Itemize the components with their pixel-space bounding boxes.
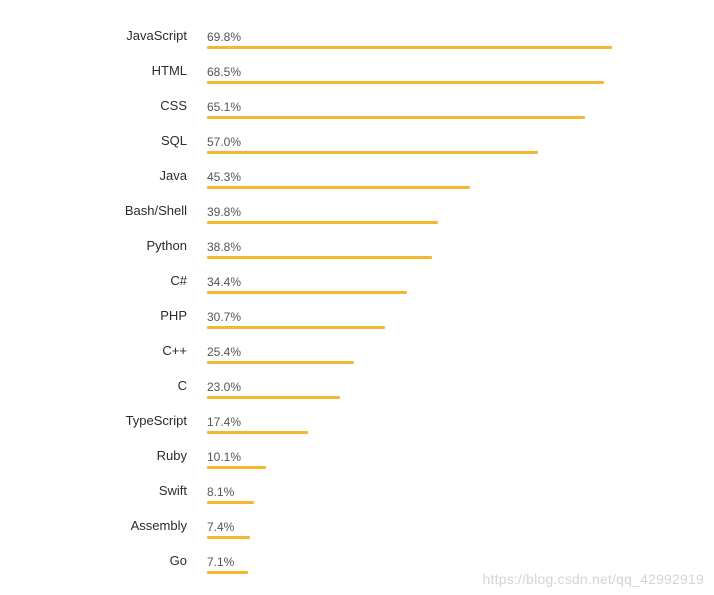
- bar: [207, 431, 308, 434]
- value-label: 57.0%: [207, 135, 242, 149]
- value-label: 25.4%: [207, 345, 242, 359]
- category-label: Ruby: [156, 448, 187, 463]
- bar: [207, 501, 254, 504]
- bar: [207, 291, 407, 294]
- category-label: Python: [146, 238, 187, 253]
- category-label: HTML: [151, 63, 187, 78]
- bar: [207, 256, 432, 259]
- bar: [207, 46, 612, 49]
- bar: [207, 326, 385, 329]
- value-label: 68.5%: [207, 65, 242, 79]
- category-label: Swift: [158, 483, 187, 498]
- bar: [207, 466, 266, 469]
- value-label: 7.1%: [207, 555, 235, 569]
- category-label: C: [177, 378, 187, 393]
- value-label: 39.8%: [207, 205, 242, 219]
- bar: [207, 221, 438, 224]
- category-label: SQL: [160, 133, 187, 148]
- bar: [207, 151, 538, 154]
- bar: [207, 396, 340, 399]
- category-label: Assembly: [130, 518, 187, 533]
- bar: [207, 81, 604, 84]
- value-label: 7.4%: [207, 520, 235, 534]
- value-label: 23.0%: [207, 380, 242, 394]
- value-label: 38.8%: [207, 240, 242, 254]
- watermark: https://blog.csdn.net/qq_42992919: [482, 571, 704, 587]
- category-label: PHP: [160, 308, 187, 323]
- value-label: 30.7%: [207, 310, 242, 324]
- bar: [207, 361, 354, 364]
- value-label: 10.1%: [207, 450, 242, 464]
- category-label: Bash/Shell: [124, 203, 187, 218]
- bar: [207, 536, 250, 539]
- value-label: 69.8%: [207, 30, 242, 44]
- value-label: 45.3%: [207, 170, 242, 184]
- bar: [207, 571, 248, 574]
- bar: [207, 186, 470, 189]
- category-label: JavaScript: [126, 28, 187, 43]
- value-label: 34.4%: [207, 275, 242, 289]
- category-label: CSS: [160, 98, 187, 113]
- category-label: C++: [162, 343, 187, 358]
- value-label: 17.4%: [207, 415, 242, 429]
- category-label: TypeScript: [125, 413, 187, 428]
- category-label: Go: [169, 553, 187, 568]
- value-label: 65.1%: [207, 100, 242, 114]
- value-label: 8.1%: [207, 485, 235, 499]
- bar: [207, 116, 585, 119]
- category-label: Java: [159, 168, 187, 183]
- category-label: C#: [170, 273, 187, 288]
